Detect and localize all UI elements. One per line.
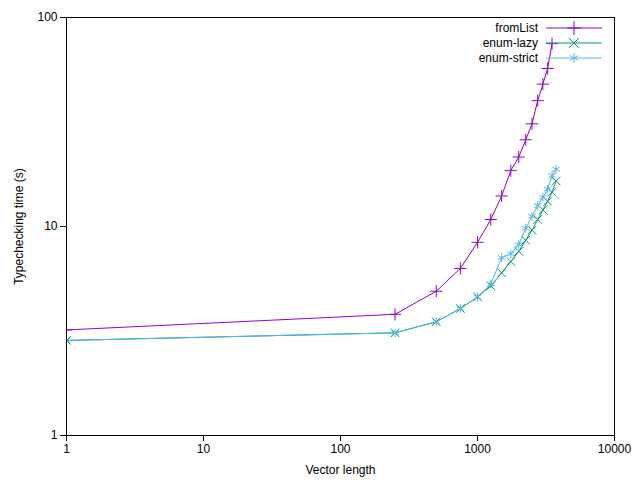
svg-text:Typechecking time (s): Typechecking time (s) [12,168,26,285]
svg-text:1: 1 [51,428,58,442]
svg-text:100: 100 [330,442,350,456]
svg-text:10: 10 [197,442,211,456]
svg-text:Vector length: Vector length [305,463,375,477]
svg-text:enum-strict: enum-strict [479,51,539,65]
svg-text:enum-lazy: enum-lazy [483,36,538,50]
svg-text:10000: 10000 [598,442,632,456]
svg-text:1000: 1000 [464,442,491,456]
svg-text:fromList: fromList [495,21,538,35]
svg-text:10: 10 [44,219,58,233]
svg-text:100: 100 [37,10,57,24]
svg-text:1: 1 [63,442,70,456]
